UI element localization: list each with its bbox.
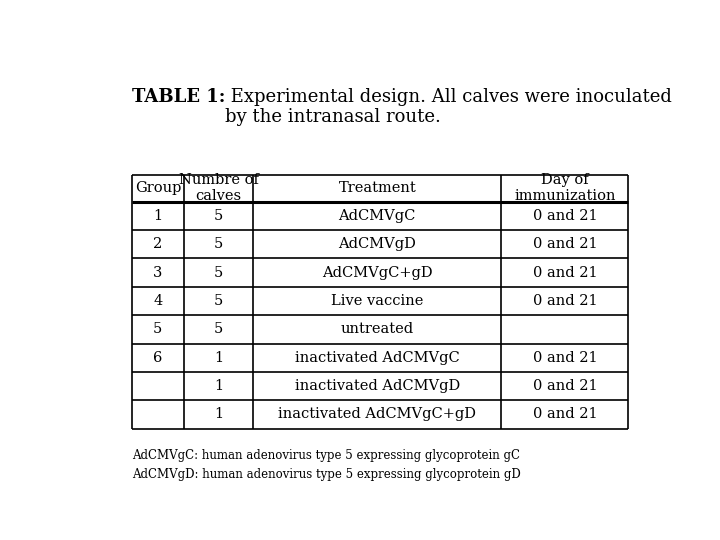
Text: 0 and 21: 0 and 21 bbox=[533, 209, 598, 223]
Text: inactivated AdCMVgC: inactivated AdCMVgC bbox=[295, 350, 459, 365]
Text: 0 and 21: 0 and 21 bbox=[533, 266, 598, 280]
Text: AdCMVgC: AdCMVgC bbox=[338, 209, 416, 223]
Text: 5: 5 bbox=[153, 322, 163, 336]
Text: 5: 5 bbox=[214, 266, 223, 280]
Text: inactivated AdCMVgC+gD: inactivated AdCMVgC+gD bbox=[278, 408, 476, 421]
Text: 5: 5 bbox=[214, 237, 223, 251]
Text: 1: 1 bbox=[214, 408, 223, 421]
Text: 1: 1 bbox=[214, 379, 223, 393]
Text: Experimental design. All calves were inoculated
by the intranasal route.: Experimental design. All calves were ino… bbox=[225, 87, 672, 126]
Text: Numbre of
calves: Numbre of calves bbox=[179, 173, 258, 204]
Text: AdCMVgC: human adenovirus type 5 expressing glycoprotein gC: AdCMVgC: human adenovirus type 5 express… bbox=[132, 449, 520, 462]
Text: Day of
immunization: Day of immunization bbox=[514, 173, 616, 204]
Text: untreated: untreated bbox=[341, 322, 414, 336]
Text: 5: 5 bbox=[214, 322, 223, 336]
Text: 0 and 21: 0 and 21 bbox=[533, 350, 598, 365]
Text: AdCMVgC+gD: AdCMVgC+gD bbox=[322, 266, 433, 280]
Text: 5: 5 bbox=[214, 294, 223, 308]
Text: 6: 6 bbox=[153, 350, 163, 365]
Text: 5: 5 bbox=[214, 209, 223, 223]
Text: Treatment: Treatment bbox=[338, 181, 416, 195]
Text: 3: 3 bbox=[153, 266, 163, 280]
Text: 0 and 21: 0 and 21 bbox=[533, 379, 598, 393]
Text: 0 and 21: 0 and 21 bbox=[533, 294, 598, 308]
Text: Live vaccine: Live vaccine bbox=[331, 294, 423, 308]
Text: 4: 4 bbox=[153, 294, 163, 308]
Text: 1: 1 bbox=[214, 350, 223, 365]
Text: Group: Group bbox=[135, 181, 181, 195]
Text: inactivated AdCMVgD: inactivated AdCMVgD bbox=[294, 379, 460, 393]
Text: 0 and 21: 0 and 21 bbox=[533, 408, 598, 421]
Text: AdCMVgD: AdCMVgD bbox=[338, 237, 416, 251]
Text: 2: 2 bbox=[153, 237, 163, 251]
Text: 0 and 21: 0 and 21 bbox=[533, 237, 598, 251]
Text: 1: 1 bbox=[153, 209, 163, 223]
Text: AdCMVgD: human adenovirus type 5 expressing glycoprotein gD: AdCMVgD: human adenovirus type 5 express… bbox=[132, 468, 521, 481]
Text: TABLE 1:: TABLE 1: bbox=[132, 87, 225, 106]
